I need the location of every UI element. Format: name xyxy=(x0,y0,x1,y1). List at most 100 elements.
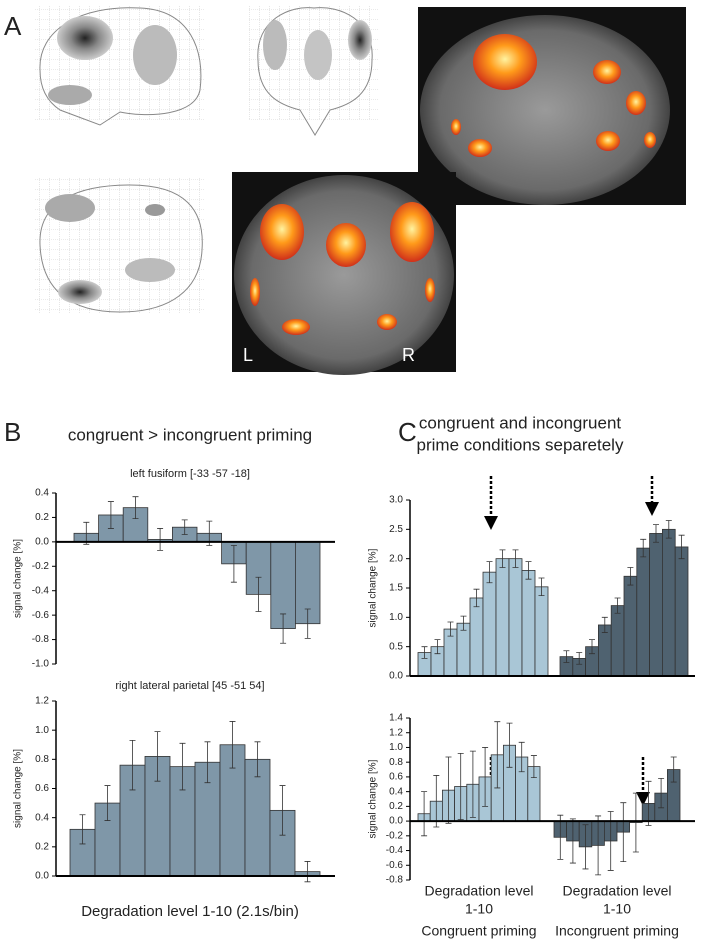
error-bar xyxy=(229,721,236,769)
y-tick-label: 0.4 xyxy=(35,812,49,823)
error-bar xyxy=(460,615,467,631)
y-axis-label: signal change [%] xyxy=(13,749,24,828)
y-tick-label: 0.8 xyxy=(35,754,49,765)
panel-label: C xyxy=(398,417,417,447)
error-bar xyxy=(304,608,311,639)
y-axis-label: signal change [%] xyxy=(368,548,379,627)
error-bar xyxy=(473,588,480,608)
error-bar xyxy=(658,777,665,809)
group-name: Congruent priming xyxy=(421,923,536,939)
y-tick-label: 0.2 xyxy=(35,512,49,523)
error-bar xyxy=(563,650,570,663)
panel-label: B xyxy=(4,417,21,447)
error-bar xyxy=(204,741,211,784)
error-bar xyxy=(433,775,440,828)
mri-coronal xyxy=(232,172,456,375)
error-bar xyxy=(576,652,583,665)
error-bar xyxy=(107,501,114,529)
bar xyxy=(521,570,536,677)
y-tick-label: 0.5 xyxy=(389,641,403,652)
error-bar xyxy=(665,520,672,539)
error-bar xyxy=(512,549,519,568)
glass-brain-sagittal xyxy=(34,5,204,126)
error-bar xyxy=(421,791,428,837)
y-tick-label: 0.6 xyxy=(35,783,49,794)
y-tick-label: -0.6 xyxy=(32,610,50,621)
error-bar xyxy=(632,792,639,853)
y-tick-label: 2.5 xyxy=(389,524,403,535)
error-bar xyxy=(614,597,621,614)
y-tick-label: -0.8 xyxy=(32,634,50,645)
bar xyxy=(662,528,676,677)
bar xyxy=(482,571,497,677)
glass-brain-coronal xyxy=(248,5,378,136)
error-bar xyxy=(83,521,90,545)
bar xyxy=(636,547,650,677)
error-bar xyxy=(482,747,489,807)
error-bar xyxy=(132,496,139,520)
y-tick-label: 0.0 xyxy=(389,671,403,682)
error-bar xyxy=(230,545,237,583)
bar xyxy=(456,622,471,677)
error-bar xyxy=(538,577,545,597)
y-axis-label: signal change [%] xyxy=(13,539,24,618)
y-tick-label: -0.2 xyxy=(386,830,404,841)
error-bar xyxy=(486,561,493,584)
error-bar xyxy=(506,722,513,768)
error-bar xyxy=(494,721,501,789)
bar xyxy=(469,597,484,677)
chart-title: left fusiform [-33 -57 -18] xyxy=(130,468,250,480)
error-bar xyxy=(255,576,262,612)
bar xyxy=(495,558,510,677)
error-bar xyxy=(457,752,464,821)
bar xyxy=(508,558,523,677)
group-axis-label: Degradation level xyxy=(563,883,672,899)
group-axis-label: 1-10 xyxy=(603,901,631,917)
error-bar xyxy=(595,815,602,876)
y-tick-label: 0.0 xyxy=(389,816,403,827)
error-bar xyxy=(181,519,188,535)
error-bar xyxy=(653,524,659,543)
error-bar xyxy=(79,814,86,845)
error-bar xyxy=(627,567,634,586)
panel-title: prime conditions separetely xyxy=(417,435,624,454)
error-bar xyxy=(445,756,452,824)
y-tick-label: 1.5 xyxy=(389,583,403,594)
error-bar xyxy=(421,646,428,659)
error-bar xyxy=(154,731,161,782)
y-tick-label: -0.4 xyxy=(386,845,404,856)
hemisphere-label: L xyxy=(243,345,253,365)
error-bar xyxy=(129,739,136,791)
error-bar xyxy=(469,750,476,818)
error-bar xyxy=(447,621,454,637)
error-bar xyxy=(104,785,111,821)
error-bar xyxy=(279,785,286,836)
bar xyxy=(674,546,689,677)
y-tick-label: 0.0 xyxy=(35,871,49,882)
error-bar xyxy=(179,742,186,791)
y-tick-label: 0.4 xyxy=(35,488,49,499)
error-bar xyxy=(670,756,677,783)
y-tick-label: 0.4 xyxy=(389,786,403,797)
error-bar xyxy=(582,824,589,870)
y-tick-label: 1.0 xyxy=(389,742,403,753)
error-bar xyxy=(254,741,261,778)
bar xyxy=(649,533,663,677)
error-bar xyxy=(645,780,652,826)
error-bar xyxy=(530,755,537,779)
group-name: Incongruent priming xyxy=(555,923,679,939)
error-bar xyxy=(434,639,441,655)
bar xyxy=(623,575,638,677)
y-tick-label: 0.0 xyxy=(35,536,49,547)
y-tick-label: -0.8 xyxy=(386,875,404,886)
y-tick-label: -1.0 xyxy=(32,659,50,670)
error-bar xyxy=(157,528,164,551)
error-bar xyxy=(557,814,564,860)
error-bar xyxy=(620,802,627,862)
glass-brain-axial xyxy=(34,178,204,314)
error-bar xyxy=(499,549,506,568)
error-bar xyxy=(601,616,608,633)
y-tick-label: 1.0 xyxy=(389,612,403,623)
error-bar xyxy=(518,741,525,773)
